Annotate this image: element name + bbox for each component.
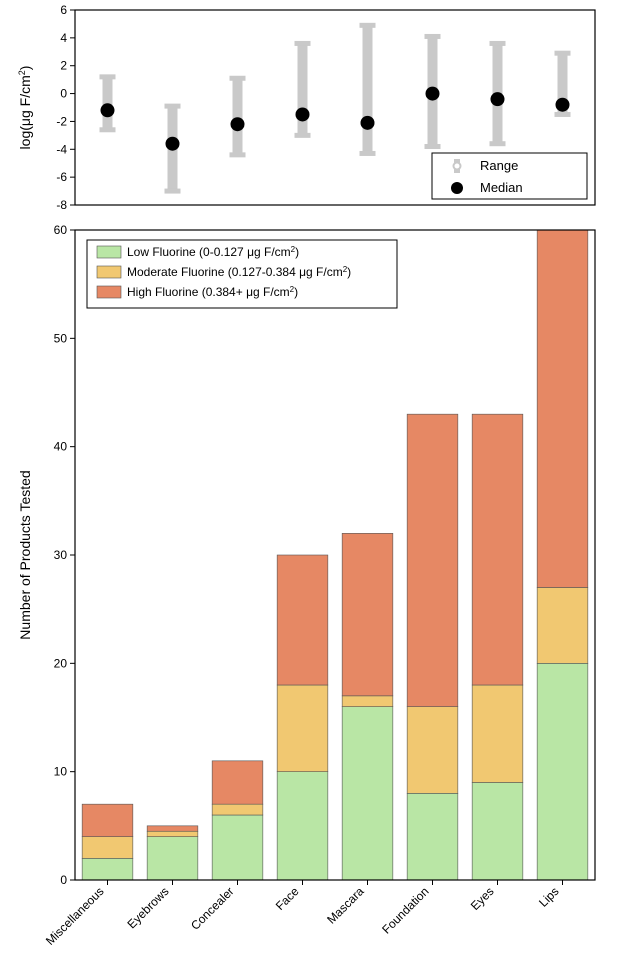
legend-label-low: Low Fluorine (0-0.127 μg F/cm2) (127, 245, 299, 260)
bar-segment-moderate (407, 707, 458, 794)
bottom-ytick-label: 20 (54, 656, 68, 670)
median-marker (231, 117, 245, 131)
bar-segment-high (407, 414, 458, 706)
x-category-label: Foundation (379, 884, 431, 936)
x-category-label: Lips (536, 884, 561, 909)
x-category-label: Miscellaneous (43, 884, 107, 948)
top-chart: -8 -6 -4 -2 0 2 4 6 log(μg F/cm2) Range Median (17, 3, 595, 212)
legend-label-high: High Fluorine (0.384+ μg F/cm2) (127, 285, 298, 300)
median-marker (491, 92, 505, 106)
median-marker (296, 107, 310, 121)
bar-segment-high (537, 230, 588, 588)
median-marker (556, 98, 570, 112)
bar-segment-moderate (212, 804, 263, 815)
bottom-chart: 0 10 20 30 40 50 60 Number of Products Tested Mi… (17, 223, 595, 948)
figure-svg: -8 -6 -4 -2 0 2 4 6 log(μg F/cm2) Range Median 0 10 2… (0, 0, 619, 970)
bottom-ytick-label: 60 (54, 223, 68, 237)
x-category-label: Eyes (468, 884, 497, 913)
top-y-axis-label: log(μg F/cm2) (17, 66, 33, 150)
median-marker (166, 137, 180, 151)
top-ytick-label: -6 (56, 170, 67, 184)
top-ytick-label: 2 (60, 59, 67, 73)
bar-segment-moderate (277, 685, 328, 772)
bar-segment-moderate (82, 837, 133, 859)
top-legend: Range Median (432, 153, 587, 199)
bar-segment-high (342, 533, 393, 696)
legend-label-range: Range (480, 158, 518, 173)
bottom-y-axis-label: Number of Products Tested (17, 470, 33, 639)
bar-segment-high (147, 826, 198, 831)
bar-segment-low (407, 793, 458, 880)
bar-segment-moderate (472, 685, 523, 783)
bar-segment-low (472, 783, 523, 881)
x-category-label: Concealer (188, 884, 237, 933)
legend-swatch-high (97, 286, 121, 298)
legend-label-median: Median (480, 180, 523, 195)
bar-segment-low (277, 772, 328, 880)
bar-segment-high (82, 804, 133, 837)
bar-segment-high (472, 414, 523, 685)
top-ytick-label: -2 (56, 114, 67, 128)
bar-segment-low (342, 707, 393, 880)
bar-segment-high (212, 761, 263, 804)
top-ytick-label: 0 (60, 87, 67, 101)
legend-swatch-low (97, 246, 121, 258)
x-category-label: Face (273, 884, 302, 913)
bar-segment-low (537, 663, 588, 880)
legend-swatch-moderate (97, 266, 121, 278)
legend-label-moderate: Moderate Fluorine (0.127-0.384 μg F/cm2) (127, 265, 351, 280)
bar-segment-low (82, 858, 133, 880)
bar-segment-moderate (342, 696, 393, 707)
figure-page: -8 -6 -4 -2 0 2 4 6 log(μg F/cm2) Range Median 0 10 2… (0, 0, 619, 970)
median-marker (361, 116, 375, 130)
median-marker (426, 87, 440, 101)
bottom-legend: Low Fluorine (0-0.127 μg F/cm2) Moderate … (87, 240, 397, 308)
bar-segment-high (277, 555, 328, 685)
top-ytick-label: 6 (60, 3, 67, 17)
x-category-label: Mascara (324, 884, 367, 927)
bottom-ytick-label: 40 (54, 440, 68, 454)
bar-segment-low (147, 837, 198, 880)
top-ytick-label: -8 (56, 198, 67, 212)
bar-segment-moderate (147, 831, 198, 836)
top-ytick-label: 4 (60, 31, 67, 45)
top-ytick-label: -4 (56, 142, 67, 156)
bar-segment-moderate (537, 588, 588, 664)
bottom-ytick-label: 30 (54, 548, 68, 562)
x-category-label: Eyebrows (124, 884, 171, 931)
median-marker (101, 103, 115, 117)
bottom-ytick-label: 10 (54, 765, 68, 779)
bottom-ytick-label: 0 (60, 873, 67, 887)
bottom-ytick-label: 50 (54, 331, 68, 345)
bar-segment-low (212, 815, 263, 880)
